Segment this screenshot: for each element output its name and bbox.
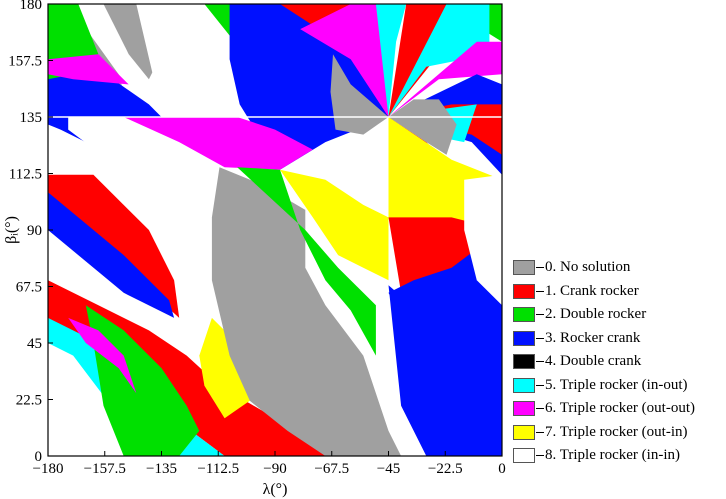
region-8 bbox=[464, 174, 502, 306]
legend-item: 3. Rocker crank bbox=[513, 327, 723, 351]
region-3 bbox=[48, 69, 162, 117]
y-tick-label: 112.5 bbox=[9, 167, 42, 183]
x-tick-label: 0 bbox=[498, 461, 506, 477]
region-5 bbox=[388, 4, 490, 117]
legend-item: 5. Triple rocker (in-out) bbox=[513, 374, 723, 398]
y-tick-label: 45 bbox=[27, 336, 42, 352]
x-tick-label: −22.5 bbox=[428, 461, 463, 477]
region-layer bbox=[48, 4, 502, 456]
legend-dash bbox=[536, 314, 544, 316]
region-2 bbox=[85, 305, 200, 456]
y-tick-label: 67.5 bbox=[16, 280, 42, 296]
legend-swatch bbox=[513, 330, 535, 346]
region-6 bbox=[123, 117, 313, 170]
region-3 bbox=[48, 192, 175, 318]
legend-dash bbox=[536, 361, 544, 363]
y-tick-label: 0 bbox=[35, 449, 43, 465]
legend-label: 8. Triple rocker (in-in) bbox=[545, 447, 680, 464]
legend-item: 1. Crank rocker bbox=[513, 280, 723, 304]
y-axis-label: βᵢ(°) bbox=[3, 216, 20, 244]
legend-item: 7. Triple rocker (out-in) bbox=[513, 421, 723, 445]
region-0 bbox=[103, 4, 162, 80]
y-tick-label: 157.5 bbox=[8, 54, 42, 70]
x-axis-label: λ(°) bbox=[263, 481, 288, 498]
region-3 bbox=[388, 285, 502, 456]
legend-dash bbox=[536, 267, 544, 269]
legend: 0. No solution 1. Crank rocker 2. Double… bbox=[513, 256, 723, 468]
y-axis-ticks: 0 22.5 45 67.5 90 112.5 135 157.5 180 bbox=[8, 0, 53, 465]
legend-swatch bbox=[513, 448, 535, 464]
x-tick-label: −135 bbox=[146, 461, 177, 477]
region-0 bbox=[211, 167, 402, 456]
region-6 bbox=[388, 41, 502, 118]
legend-label: 6. Triple rocker (out-out) bbox=[545, 400, 695, 417]
region-7 bbox=[280, 169, 389, 281]
legend-item: 0. No solution bbox=[513, 256, 723, 280]
legend-label: 2. Double rocker bbox=[545, 306, 647, 323]
legend-swatch bbox=[513, 283, 535, 299]
x-tick-label: −157.5 bbox=[84, 461, 126, 477]
region-6 bbox=[300, 4, 389, 117]
y-tick-label: 135 bbox=[20, 110, 43, 126]
legend-label: 0. No solution bbox=[545, 259, 631, 276]
x-tick-label: −67.5 bbox=[314, 461, 349, 477]
legend-label: 4. Double crank bbox=[545, 353, 642, 370]
legend-swatch bbox=[513, 307, 535, 323]
x-tick-label: −180 bbox=[33, 461, 64, 477]
region-6 bbox=[68, 317, 137, 394]
region-8 bbox=[136, 4, 238, 117]
legend-dash bbox=[536, 408, 544, 410]
legend-dash bbox=[536, 337, 544, 339]
legend-item: 8. Triple rocker (in-in) bbox=[513, 444, 723, 468]
region-8 bbox=[68, 117, 230, 268]
legend-label: 7. Triple rocker (out-in) bbox=[545, 423, 688, 440]
x-tick-label: −45 bbox=[377, 461, 400, 477]
y-tick-label: 180 bbox=[20, 0, 43, 13]
region-0 bbox=[388, 99, 457, 155]
legend-item: 4. Double crank bbox=[513, 350, 723, 374]
x-axis-ticks: −180 −157.5 −135 −112.5 −90 −67.5 −45 −22.5 0 bbox=[33, 451, 506, 477]
legend-swatch bbox=[513, 424, 535, 440]
legend-swatch bbox=[513, 401, 535, 417]
legend-label: 3. Rocker crank bbox=[545, 329, 641, 346]
legend-dash bbox=[536, 290, 544, 292]
legend-dash bbox=[536, 431, 544, 433]
y-tick-label: 22.5 bbox=[16, 393, 42, 409]
region-6 bbox=[48, 54, 129, 85]
legend-item: 6. Triple rocker (out-out) bbox=[513, 397, 723, 421]
x-tick-label: −112.5 bbox=[197, 461, 239, 477]
legend-dash bbox=[536, 384, 544, 386]
legend-swatch bbox=[513, 260, 535, 276]
region-1 bbox=[48, 280, 326, 456]
region-0 bbox=[330, 54, 389, 135]
x-tick-label: −90 bbox=[263, 461, 286, 477]
legend-label: 1. Crank rocker bbox=[545, 282, 639, 299]
legend-dash bbox=[536, 455, 544, 457]
legend-swatch bbox=[513, 354, 535, 370]
legend-item: 2. Double rocker bbox=[513, 303, 723, 327]
legend-swatch bbox=[513, 377, 535, 393]
y-tick-label: 90 bbox=[27, 223, 42, 239]
legend-label: 5. Triple rocker (in-out) bbox=[545, 376, 688, 393]
